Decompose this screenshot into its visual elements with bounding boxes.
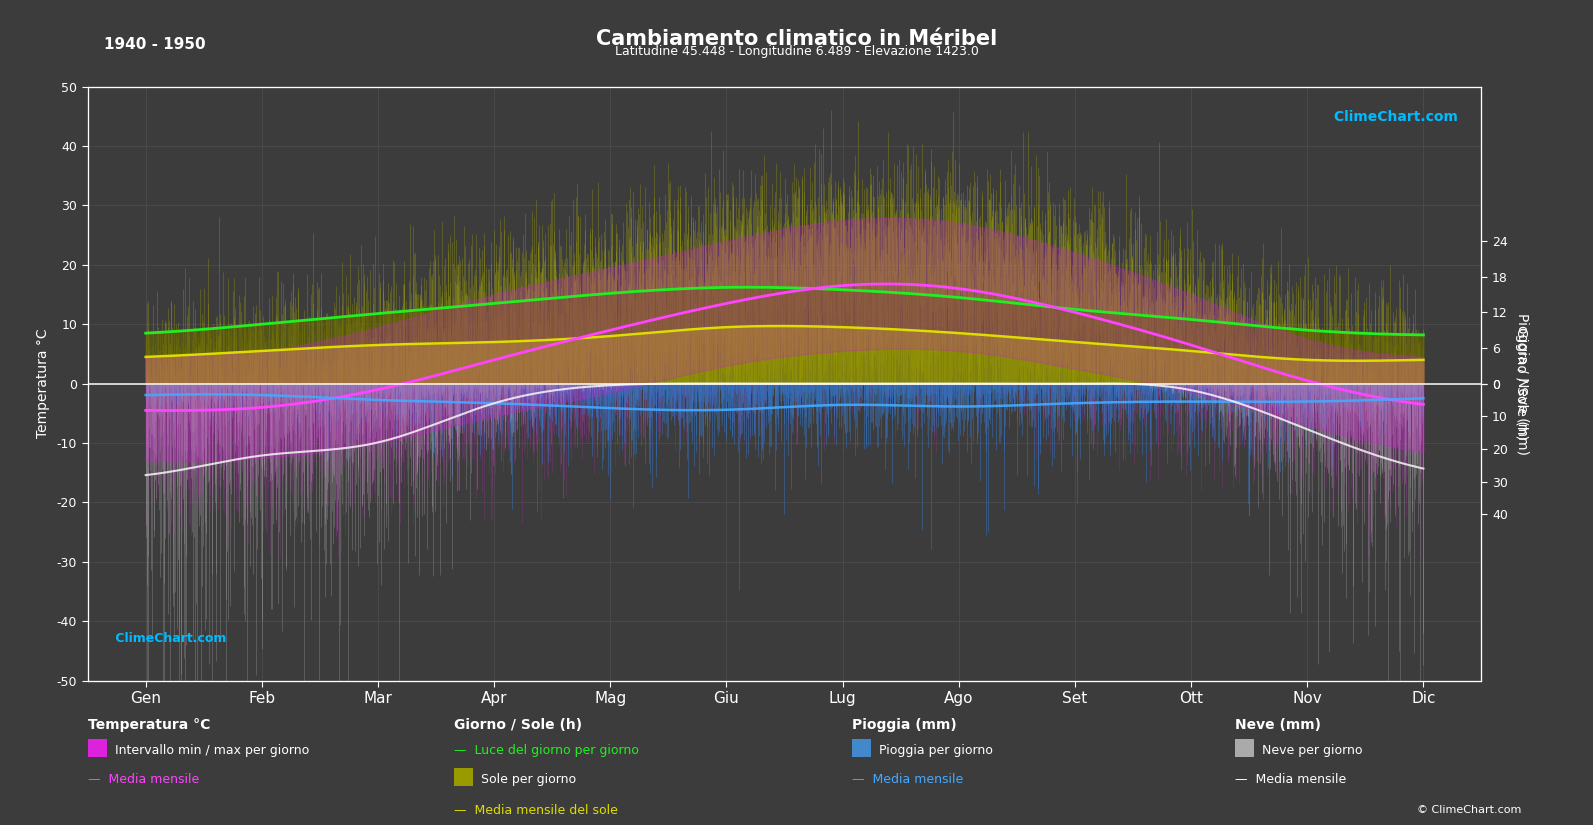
Text: —  Media mensile: — Media mensile: [1235, 773, 1346, 786]
Text: © ClimeChart.com: © ClimeChart.com: [1416, 805, 1521, 815]
Text: ClimeChart.com: ClimeChart.com: [112, 632, 226, 645]
Text: Intervallo min / max per giorno: Intervallo min / max per giorno: [115, 744, 309, 757]
Text: ClimeChart.com: ClimeChart.com: [1330, 111, 1458, 125]
Text: Giorno / Sole (h): Giorno / Sole (h): [454, 718, 581, 732]
Text: Sole per giorno: Sole per giorno: [481, 773, 577, 786]
Text: Neve (mm): Neve (mm): [1235, 718, 1321, 732]
Text: Pioggia per giorno: Pioggia per giorno: [879, 744, 992, 757]
Text: —  Luce del giorno per giorno: — Luce del giorno per giorno: [454, 744, 639, 757]
Y-axis label: Temperatura °C: Temperatura °C: [35, 329, 49, 438]
Text: Cambiamento climatico in Méribel: Cambiamento climatico in Méribel: [596, 29, 997, 49]
Text: Pioggia (mm): Pioggia (mm): [852, 718, 957, 732]
Text: —  Media mensile: — Media mensile: [88, 773, 199, 786]
Text: 1940 - 1950: 1940 - 1950: [104, 37, 205, 52]
Y-axis label: Giorno / Sole (h): Giorno / Sole (h): [1515, 328, 1529, 440]
Text: —  Media mensile del sole: — Media mensile del sole: [454, 804, 618, 817]
Text: Temperatura °C: Temperatura °C: [88, 718, 210, 732]
Text: Latitudine 45.448 - Longitudine 6.489 - Elevazione 1423.0: Latitudine 45.448 - Longitudine 6.489 - …: [615, 45, 978, 59]
Text: Neve per giorno: Neve per giorno: [1262, 744, 1362, 757]
Y-axis label: Pioggia / Neve (mm): Pioggia / Neve (mm): [1515, 313, 1529, 455]
Text: —  Media mensile: — Media mensile: [852, 773, 964, 786]
